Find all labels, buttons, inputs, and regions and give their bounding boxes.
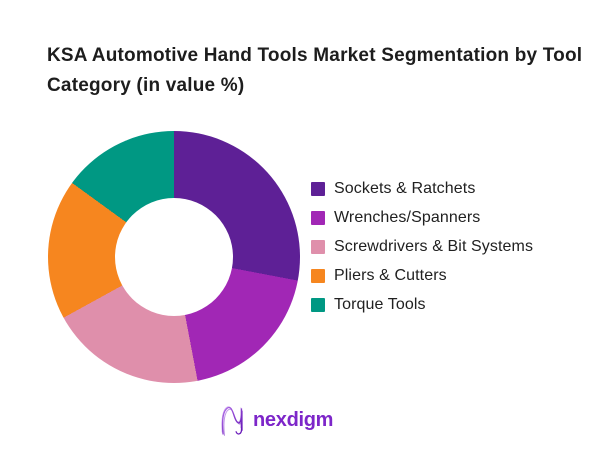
legend: Sockets & Ratchets Wrenches/Spanners Scr… [311, 179, 534, 313]
legend-label: Pliers & Cutters [334, 266, 447, 284]
donut-hole [115, 198, 233, 316]
legend-item: Screwdrivers & Bit Systems [311, 237, 534, 255]
donut-chart-area [48, 131, 300, 383]
legend-swatch-screwdrivers-bit-systems [311, 239, 325, 254]
legend-label: Wrenches/Spanners [334, 208, 481, 226]
nexdigm-wave-n-icon [221, 406, 243, 436]
legend-item: Wrenches/Spanners [311, 208, 533, 226]
nexdigm-wordmark: nexdigm [253, 409, 334, 431]
legend-swatch-pliers-cutters [311, 268, 325, 283]
legend-item: Torque Tools [311, 295, 533, 313]
legend-label: Screwdrivers & Bit Systems [334, 237, 534, 255]
chart-title: KSA Automotive Hand Tools Market Segment… [47, 45, 583, 96]
legend-swatch-torque-tools [311, 297, 325, 312]
nexdigm-logo: nexdigm [219, 402, 333, 439]
legend-item: Pliers & Cutters [311, 266, 533, 284]
legend-label: Torque Tools [334, 295, 426, 313]
legend-swatch-sockets-ratchets [311, 181, 325, 196]
legend-swatch-wrenches-spanners [311, 210, 325, 225]
legend-label: Sockets & Ratchets [334, 179, 476, 197]
legend-item: Sockets & Ratchets [311, 179, 533, 197]
